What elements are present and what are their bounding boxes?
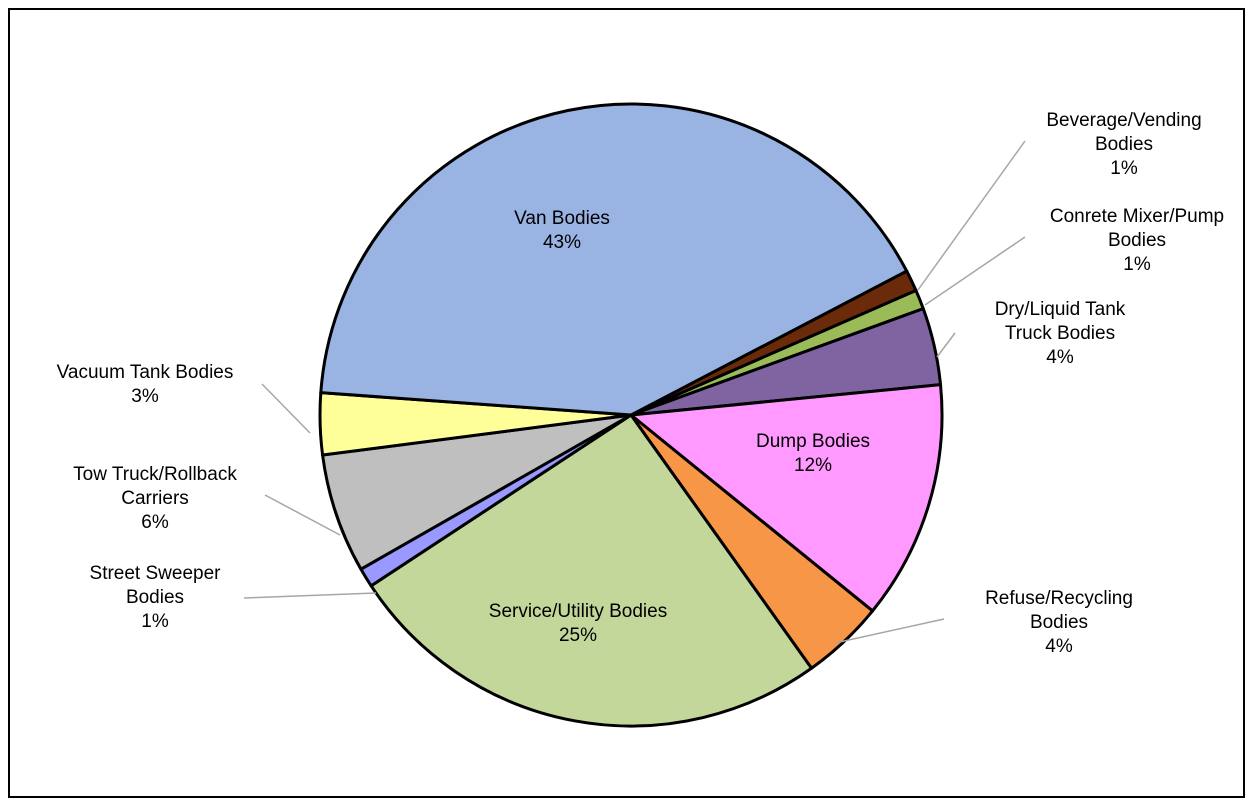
- slice-label: Tow Truck/Rollback Carriers 6%: [73, 464, 237, 533]
- slice-label: Dry/Liquid Tank Truck Bodies 4%: [995, 299, 1126, 368]
- slice-percent-label: 4%: [1045, 636, 1073, 657]
- slice-name-label: Service/Utility Bodies: [489, 601, 667, 622]
- slice-label: Beverage/Vending Bodies 1%: [1046, 110, 1201, 179]
- slice-percent-label: 1%: [1123, 254, 1151, 275]
- pie-slices: [318, 102, 944, 728]
- slice-name-label: Conrete Mixer/Pump: [1050, 206, 1224, 227]
- slice-name-label: Bodies: [1030, 612, 1088, 633]
- slice-percent-label: 6%: [141, 512, 169, 533]
- slice-name-label: Beverage/Vending: [1046, 110, 1201, 131]
- leader-line: [261, 383, 311, 434]
- slice-name-label: Truck Bodies: [1005, 323, 1115, 344]
- pie-slice: [369, 413, 813, 728]
- slice-percent-label: 25%: [559, 625, 597, 646]
- leader-line: [924, 236, 1026, 306]
- slice-name-label: Vacuum Tank Bodies: [57, 362, 234, 383]
- slice-name-label: Dump Bodies: [756, 431, 870, 452]
- leader-lines: [243, 140, 1026, 644]
- slice-name-label: Street Sweeper: [90, 563, 222, 584]
- slice-name-label: Refuse/Recycling: [985, 588, 1133, 609]
- slice-percent-label: 12%: [794, 455, 832, 476]
- leader-line: [917, 140, 1026, 291]
- leader-line: [936, 332, 956, 358]
- slice-name-label: Tow Truck/Rollback: [73, 464, 237, 485]
- slice-name-label: Bodies: [126, 587, 184, 608]
- slice-labels: Beverage/Vending Bodies 1%Conrete Mixer/Pu…: [57, 110, 1224, 657]
- slice-label: Vacuum Tank Bodies 3%: [57, 362, 234, 407]
- slice-percent-label: 1%: [1110, 158, 1138, 179]
- slice-label: Street Sweeper Bodies 1%: [90, 563, 222, 632]
- slice-name-label: Bodies: [1108, 230, 1166, 251]
- pie-slice: [319, 102, 909, 417]
- slice-label: Conrete Mixer/Pump Bodies 1%: [1050, 206, 1224, 275]
- slice-name-label: Van Bodies: [514, 208, 610, 229]
- pie-slice: [629, 383, 944, 613]
- leader-line: [834, 618, 945, 644]
- leader-line: [243, 592, 377, 599]
- slice-percent-label: 4%: [1046, 347, 1074, 368]
- slice-percent-label: 3%: [131, 386, 159, 407]
- slice-label: Dump Bodies 12%: [756, 431, 870, 476]
- slice-percent-label: 1%: [141, 611, 169, 632]
- slice-name-label: Bodies: [1095, 134, 1153, 155]
- pie-slice: [321, 413, 633, 571]
- slice-name-label: Carriers: [121, 488, 189, 509]
- slice-percent-label: 43%: [543, 232, 581, 253]
- slice-name-label: Dry/Liquid Tank: [995, 299, 1126, 320]
- slice-label: Service/Utility Bodies 25%: [489, 601, 667, 646]
- leader-line: [264, 494, 341, 536]
- slice-label: Van Bodies 43%: [514, 208, 610, 253]
- slice-label: Refuse/Recycling Bodies 4%: [985, 588, 1133, 657]
